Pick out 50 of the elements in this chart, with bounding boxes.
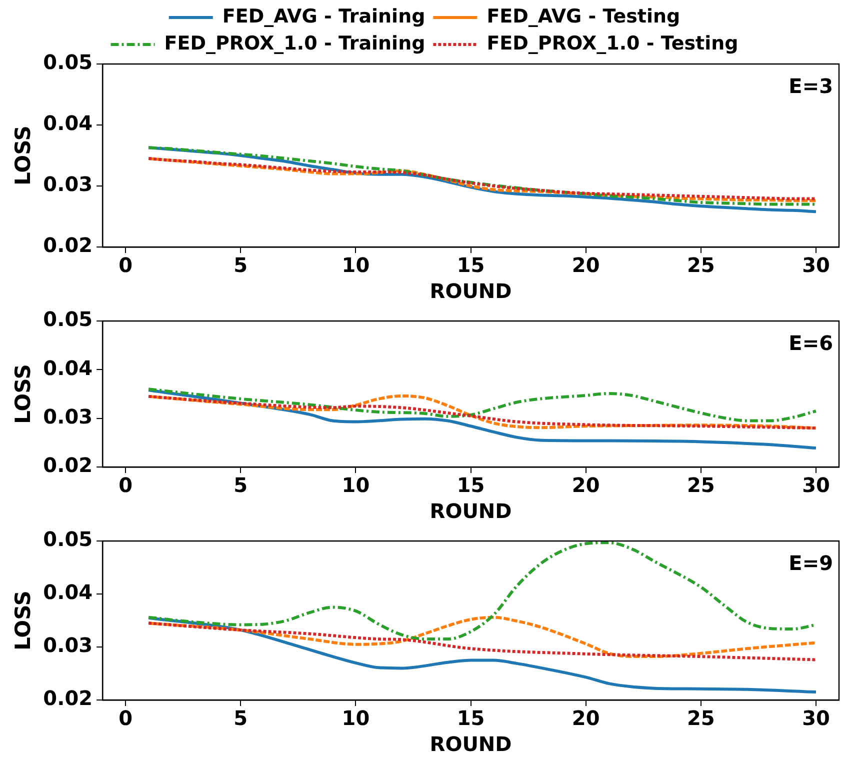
x-tick-label: 15: [456, 473, 485, 498]
legend-label: FED_AVG - Testing: [486, 5, 680, 28]
x-tick-label: 5: [234, 706, 248, 730]
x-tick-label: 15: [456, 706, 485, 730]
y-tick-label: 0.02: [43, 686, 93, 710]
x-tick-label: 15: [456, 253, 485, 278]
x-tick-label: 20: [572, 473, 600, 498]
y-axis-title: LOSS: [11, 590, 36, 650]
annotation: E=6: [788, 331, 833, 356]
legend-label: FED_AVG - Training: [222, 5, 426, 28]
line-series: [147, 388, 818, 450]
y-tick-label: 0.02: [43, 233, 93, 258]
y-tick-label: 0.03: [43, 172, 93, 196]
x-tick-label: 20: [572, 253, 600, 278]
y-axis-title: LOSS: [11, 364, 36, 424]
x-tick-label: 30: [802, 253, 830, 278]
annotation: E=9: [788, 551, 833, 576]
x-tick-label: 25: [686, 473, 715, 498]
x-axis-title: ROUND: [430, 732, 512, 756]
y-tick-label: 0.04: [43, 111, 93, 136]
y-tick-label: 0.04: [43, 356, 93, 380]
x-tick-label: 10: [342, 253, 370, 278]
x-tick-label: 20: [572, 706, 600, 730]
y-tick-label: 0.05: [43, 527, 93, 552]
x-tick-label: 0: [118, 473, 133, 498]
legend-label: FED_PROX_1.0 - Training: [164, 32, 426, 54]
x-tick-label: 0: [118, 253, 133, 278]
y-tick-label: 0.03: [43, 404, 93, 429]
annotation: E=3: [788, 74, 833, 98]
x-tick-label: 5: [234, 253, 248, 278]
y-axis-title: LOSS: [11, 126, 36, 186]
y-tick-label: 0.05: [43, 307, 93, 332]
line-series: [147, 616, 818, 694]
line-series: [147, 388, 818, 422]
x-tick-label: 10: [342, 706, 370, 730]
x-tick-label: 30: [802, 473, 830, 498]
x-axis-title: ROUND: [430, 499, 512, 524]
legend-label: FED_PROX_1.0 - Testing: [486, 32, 738, 54]
x-tick-label: 10: [342, 473, 370, 498]
y-tick-label: 0.05: [43, 50, 93, 74]
x-tick-label: 30: [802, 706, 830, 730]
x-axis-title: ROUND: [430, 279, 512, 304]
line-series: [147, 622, 818, 662]
x-tick-label: 0: [118, 706, 133, 730]
x-tick-label: 5: [234, 473, 248, 498]
y-tick-label: 0.04: [43, 580, 93, 604]
x-tick-label: 25: [686, 706, 715, 730]
y-tick-label: 0.02: [43, 453, 93, 478]
x-tick-label: 25: [686, 253, 715, 278]
y-tick-label: 0.03: [43, 633, 93, 658]
